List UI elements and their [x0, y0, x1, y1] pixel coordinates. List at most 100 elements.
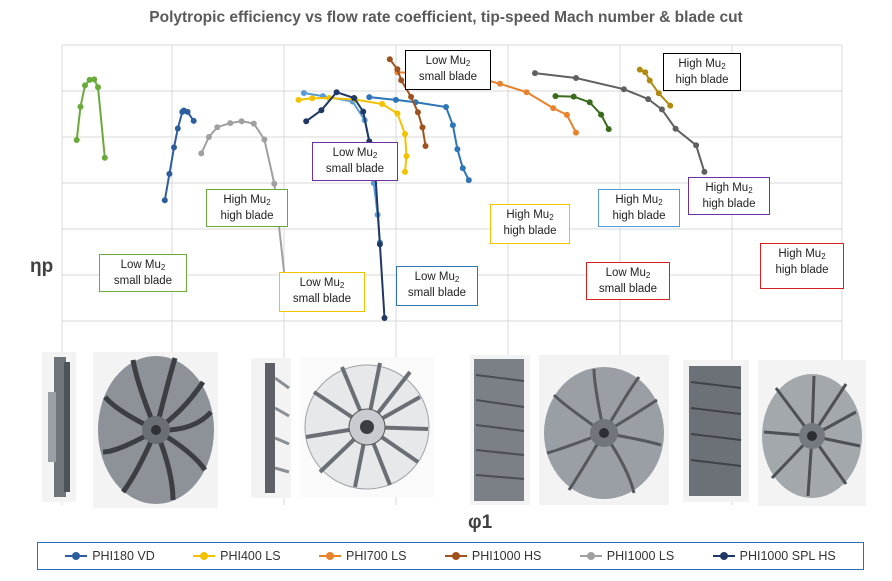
- data-point[interactable]: [422, 143, 429, 149]
- data-point[interactable]: [86, 76, 93, 83]
- data-point[interactable]: [386, 56, 393, 63]
- curve-series-3: [386, 56, 429, 149]
- data-point[interactable]: [586, 99, 593, 106]
- data-point[interactable]: [642, 69, 649, 76]
- data-point[interactable]: [351, 95, 358, 101]
- data-point[interactable]: [309, 95, 316, 102]
- legend: PHI180 VD PHI400 LS PHI700 LS PHI1000 HS…: [37, 542, 864, 570]
- data-point[interactable]: [271, 180, 278, 187]
- data-point[interactable]: [303, 118, 310, 125]
- chart-title: Polytropic efficiency vs flow rate coeff…: [149, 9, 743, 26]
- annotation-box: Low Mu2 small blade: [279, 272, 365, 312]
- data-point[interactable]: [261, 136, 268, 143]
- impeller-front-view-3: [539, 355, 669, 505]
- data-point[interactable]: [77, 103, 84, 110]
- data-point[interactable]: [636, 66, 643, 73]
- legend-item[interactable]: PHI1000 LS: [579, 549, 675, 563]
- data-point[interactable]: [171, 144, 177, 151]
- legend-item[interactable]: PHI1000 SPL HS: [712, 549, 836, 563]
- annotation-box: Low Mu2 small blade: [312, 142, 398, 181]
- legend-label: PHI400 LS: [220, 549, 281, 563]
- data-point[interactable]: [570, 93, 577, 100]
- data-point[interactable]: [532, 70, 538, 77]
- data-point[interactable]: [552, 93, 559, 100]
- data-point[interactable]: [392, 96, 399, 103]
- data-point[interactable]: [394, 66, 401, 73]
- legend-item[interactable]: PHI1000 HS: [444, 549, 541, 563]
- data-point[interactable]: [655, 90, 662, 97]
- data-point[interactable]: [402, 168, 408, 175]
- data-point[interactable]: [645, 96, 652, 103]
- data-point[interactable]: [620, 86, 627, 93]
- data-point[interactable]: [82, 82, 88, 89]
- data-point[interactable]: [667, 102, 674, 109]
- data-point[interactable]: [449, 122, 456, 129]
- data-point[interactable]: [214, 124, 221, 131]
- data-point[interactable]: [394, 110, 401, 117]
- data-point[interactable]: [161, 197, 168, 204]
- data-point[interactable]: [658, 106, 665, 113]
- data-point[interactable]: [366, 94, 373, 101]
- legend-item[interactable]: PHI180 VD: [65, 549, 155, 563]
- data-point[interactable]: [497, 80, 503, 87]
- data-point[interactable]: [701, 168, 708, 175]
- data-point[interactable]: [184, 108, 191, 115]
- series-line: [369, 96, 470, 181]
- data-point[interactable]: [250, 120, 257, 127]
- data-point[interactable]: [300, 90, 307, 96]
- legend-marker: [65, 551, 88, 561]
- data-point[interactable]: [454, 146, 461, 153]
- y-axis-label: ηp: [30, 256, 54, 277]
- data-point[interactable]: [523, 89, 530, 96]
- legend-label: PHI1000 LS: [606, 549, 675, 563]
- data-point[interactable]: [598, 111, 605, 118]
- data-point[interactable]: [646, 77, 653, 84]
- impeller-side-view-2: [251, 358, 291, 498]
- impeller-side-view-1: [42, 352, 76, 502]
- data-point[interactable]: [190, 117, 197, 124]
- data-point[interactable]: [573, 129, 579, 136]
- data-point[interactable]: [693, 142, 700, 149]
- data-point[interactable]: [227, 120, 234, 127]
- data-point[interactable]: [205, 134, 212, 140]
- data-point[interactable]: [379, 101, 386, 107]
- data-point[interactable]: [419, 124, 426, 131]
- data-point[interactable]: [101, 154, 108, 161]
- data-point[interactable]: [550, 105, 557, 112]
- data-point[interactable]: [295, 96, 302, 103]
- data-point[interactable]: [91, 76, 98, 83]
- data-point[interactable]: [459, 165, 466, 172]
- annotation-box: Low Mu2 small blade: [396, 266, 478, 306]
- data-point[interactable]: [360, 108, 367, 115]
- data-point[interactable]: [408, 93, 415, 100]
- legend-label: PHI700 LS: [346, 549, 407, 563]
- legend-item[interactable]: PHI400 LS: [193, 549, 281, 563]
- data-point[interactable]: [443, 104, 449, 110]
- data-point[interactable]: [465, 177, 472, 184]
- data-point[interactable]: [238, 118, 245, 125]
- data-point[interactable]: [73, 137, 80, 143]
- annotation-box: High Mu2 high blade: [598, 189, 680, 227]
- data-point[interactable]: [563, 111, 570, 118]
- legend-item[interactable]: PHI700 LS: [319, 549, 406, 563]
- data-point[interactable]: [198, 150, 205, 157]
- data-point[interactable]: [605, 126, 612, 133]
- data-point[interactable]: [403, 153, 410, 160]
- annotation-box: High Mu2 high blade: [206, 189, 288, 227]
- data-point[interactable]: [376, 241, 383, 248]
- impeller-side-view-3: [470, 355, 530, 505]
- data-point[interactable]: [398, 77, 405, 84]
- data-point[interactable]: [333, 89, 340, 96]
- data-point[interactable]: [318, 107, 325, 114]
- data-point[interactable]: [166, 170, 173, 177]
- data-point[interactable]: [402, 131, 408, 137]
- data-point[interactable]: [381, 315, 388, 321]
- data-point[interactable]: [672, 125, 679, 132]
- annotation-box: High Mu2 high blade: [663, 53, 741, 91]
- annotation-box: High Mu2 high blade: [688, 177, 770, 215]
- data-point[interactable]: [573, 75, 579, 81]
- data-point[interactable]: [414, 109, 421, 116]
- curve-series-0: [161, 107, 197, 204]
- data-point[interactable]: [174, 125, 181, 132]
- data-point[interactable]: [95, 84, 101, 91]
